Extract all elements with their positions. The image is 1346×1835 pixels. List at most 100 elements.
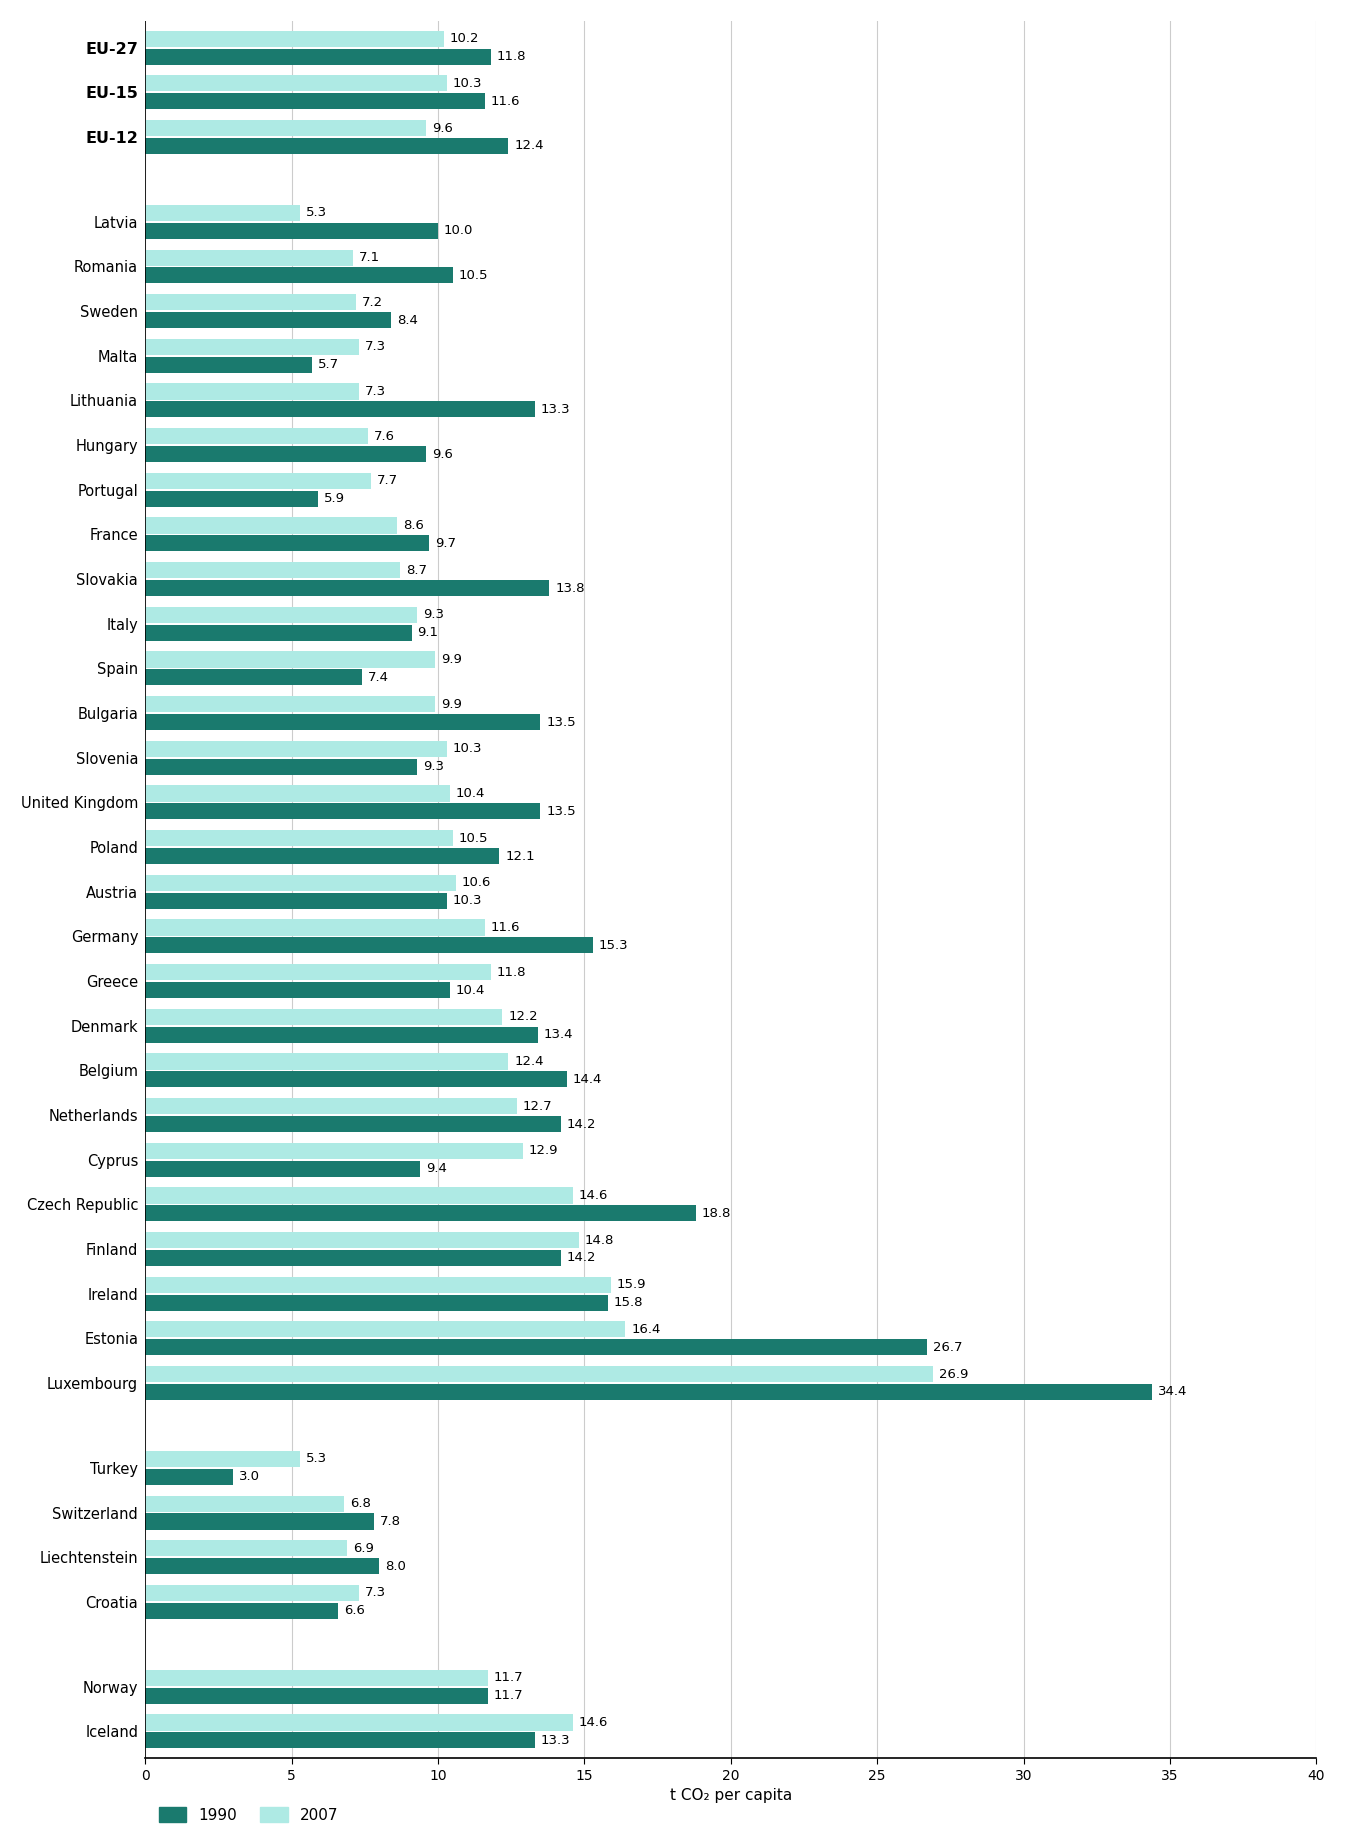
Bar — [145, 1321, 626, 1338]
Bar — [145, 94, 485, 110]
Bar — [145, 919, 485, 936]
Bar — [145, 714, 541, 730]
Bar — [145, 695, 435, 712]
Bar — [145, 1340, 927, 1356]
Text: 7.3: 7.3 — [365, 339, 386, 354]
Bar — [145, 1670, 487, 1686]
Bar — [145, 580, 549, 596]
Text: 10.4: 10.4 — [455, 787, 485, 800]
Text: 14.6: 14.6 — [579, 1716, 608, 1729]
Text: 11.7: 11.7 — [494, 1690, 524, 1703]
Legend: 1990, 2007: 1990, 2007 — [153, 1800, 345, 1829]
Bar — [145, 1514, 374, 1530]
Text: 16.4: 16.4 — [631, 1323, 661, 1336]
Text: 12.1: 12.1 — [505, 850, 534, 862]
Bar — [145, 1585, 359, 1600]
Bar — [145, 1732, 534, 1749]
Text: 6.8: 6.8 — [350, 1497, 371, 1510]
Bar — [145, 75, 447, 92]
Bar — [145, 1250, 561, 1266]
Text: 10.5: 10.5 — [459, 270, 489, 283]
Text: 18.8: 18.8 — [701, 1207, 731, 1220]
Text: 10.3: 10.3 — [452, 894, 482, 906]
Bar — [145, 1602, 338, 1618]
Text: 14.2: 14.2 — [567, 1118, 596, 1130]
Text: 7.6: 7.6 — [374, 429, 394, 442]
Text: 10.2: 10.2 — [450, 33, 479, 46]
Text: 7.4: 7.4 — [367, 672, 389, 684]
Text: 15.3: 15.3 — [599, 940, 629, 952]
Bar — [145, 785, 450, 802]
Text: 5.9: 5.9 — [324, 492, 345, 505]
Bar — [145, 402, 534, 417]
Bar — [145, 938, 594, 954]
Text: 12.9: 12.9 — [529, 1145, 559, 1158]
Text: 13.3: 13.3 — [541, 1734, 571, 1747]
Text: 12.2: 12.2 — [509, 1011, 538, 1024]
Text: 10.4: 10.4 — [455, 984, 485, 996]
Bar — [145, 1116, 561, 1132]
Bar — [145, 1384, 1152, 1400]
Bar — [145, 384, 359, 400]
Text: 7.7: 7.7 — [377, 475, 397, 488]
Text: 7.3: 7.3 — [365, 1587, 386, 1600]
Bar — [145, 624, 412, 640]
Text: 12.4: 12.4 — [514, 1055, 544, 1068]
Bar — [145, 1558, 380, 1574]
Bar — [145, 1451, 300, 1466]
Bar — [145, 1009, 502, 1026]
Bar — [145, 848, 499, 864]
Bar — [145, 1072, 567, 1088]
Text: 6.9: 6.9 — [353, 1541, 374, 1554]
Text: 11.6: 11.6 — [491, 921, 520, 934]
Bar — [145, 536, 429, 552]
Bar — [145, 294, 355, 310]
Text: 3.0: 3.0 — [238, 1470, 260, 1483]
Bar — [145, 1206, 696, 1222]
Text: 9.7: 9.7 — [435, 538, 456, 550]
Bar — [145, 963, 491, 980]
Text: 9.9: 9.9 — [441, 653, 462, 666]
Text: 13.5: 13.5 — [546, 716, 576, 728]
Bar — [145, 1187, 572, 1204]
Text: 7.8: 7.8 — [380, 1516, 400, 1529]
Text: 9.6: 9.6 — [432, 448, 454, 461]
Text: 11.8: 11.8 — [497, 965, 526, 978]
Bar — [145, 1468, 233, 1485]
Text: 9.4: 9.4 — [427, 1162, 447, 1174]
Bar — [145, 758, 417, 774]
Text: 7.3: 7.3 — [365, 385, 386, 398]
Text: 8.0: 8.0 — [385, 1560, 406, 1573]
Text: 9.3: 9.3 — [424, 609, 444, 622]
Text: 7.1: 7.1 — [359, 251, 380, 264]
Bar — [145, 206, 300, 220]
Text: 13.4: 13.4 — [544, 1028, 573, 1040]
Text: 15.9: 15.9 — [616, 1279, 646, 1292]
Text: 34.4: 34.4 — [1159, 1385, 1187, 1398]
Text: 15.8: 15.8 — [614, 1296, 643, 1308]
Text: 12.7: 12.7 — [522, 1099, 552, 1112]
Text: 9.6: 9.6 — [432, 121, 454, 134]
Bar — [145, 119, 427, 136]
Bar — [145, 1688, 487, 1703]
Bar — [145, 356, 312, 373]
Text: 9.1: 9.1 — [417, 626, 439, 639]
Bar — [145, 562, 400, 578]
Bar — [145, 268, 452, 283]
Text: 10.5: 10.5 — [459, 831, 489, 844]
Text: 14.4: 14.4 — [572, 1073, 602, 1086]
Text: 9.3: 9.3 — [424, 760, 444, 773]
Text: 13.3: 13.3 — [541, 404, 571, 417]
Text: 10.3: 10.3 — [452, 77, 482, 90]
X-axis label: t CO₂ per capita: t CO₂ per capita — [670, 1787, 791, 1804]
Text: 5.7: 5.7 — [318, 358, 339, 371]
Text: 8.6: 8.6 — [402, 519, 424, 532]
Bar — [145, 670, 362, 686]
Bar — [145, 490, 318, 506]
Bar — [145, 651, 435, 668]
Bar — [145, 1143, 522, 1160]
Bar — [145, 741, 447, 756]
Text: 10.3: 10.3 — [452, 743, 482, 756]
Bar — [145, 1097, 517, 1114]
Bar — [145, 1365, 933, 1382]
